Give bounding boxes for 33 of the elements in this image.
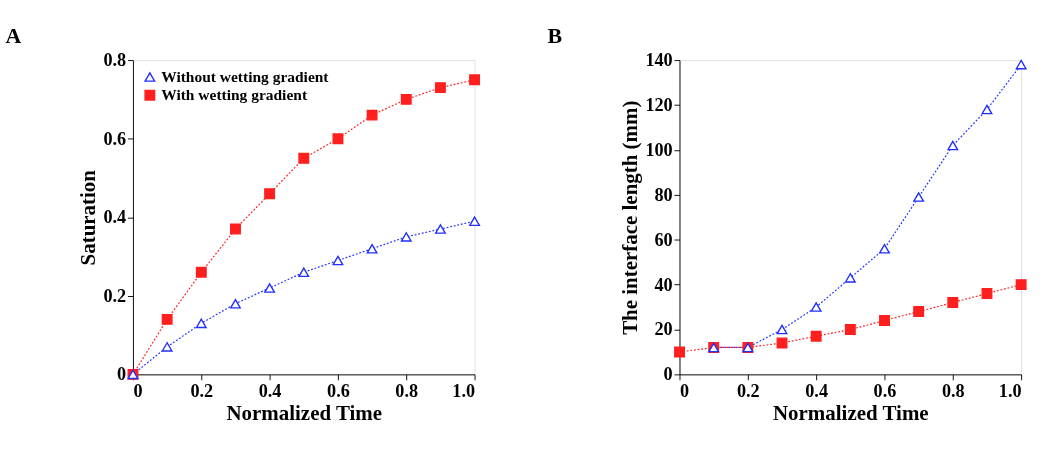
y-tick-label: 0	[663, 364, 673, 385]
y-axis-title: Saturation	[76, 169, 101, 266]
y-tick-label: 0	[117, 364, 127, 385]
legend-label: Without wetting gradient	[161, 67, 330, 85]
x-tick-label: 0.6	[327, 380, 350, 401]
y-tick-label: 0.2	[103, 285, 127, 306]
x-tick-label: 0.4	[258, 380, 282, 401]
x-tick-label: 0.4	[805, 380, 829, 401]
y-tick-label: 20	[654, 319, 673, 340]
x-tick-label: 0	[133, 380, 143, 401]
x-tick-label: 1.0	[998, 380, 1022, 401]
y-tick-label: 120	[645, 94, 673, 115]
y-tick-label: 0.4	[103, 207, 127, 228]
y-axis-title: The interface length (mm)	[618, 100, 643, 335]
x-tick-label: 1.0	[452, 380, 476, 401]
chart-title: A	[5, 23, 22, 48]
x-tick-label: 0.8	[395, 380, 419, 401]
y-tick-label: 0.6	[103, 128, 127, 149]
chart-title: B	[547, 23, 563, 48]
x-tick-label: 0.2	[190, 380, 214, 401]
x-axis-title: Normalized Time	[226, 401, 383, 426]
y-tick-label: 60	[654, 229, 673, 250]
x-tick-label: 0	[680, 380, 690, 401]
y-tick-label: 40	[654, 274, 673, 295]
y-tick-label: 0.8	[103, 50, 127, 71]
x-axis-title: Normalized Time	[772, 401, 929, 426]
y-tick-label: 140	[645, 50, 673, 71]
legend-label: With wetting gradient	[161, 85, 308, 103]
x-tick-label: 0.2	[736, 380, 760, 401]
y-tick-label: 100	[645, 139, 673, 160]
y-tick-label: 80	[654, 184, 673, 205]
x-tick-label: 0.8	[941, 380, 965, 401]
x-tick-label: 0.6	[873, 380, 897, 401]
